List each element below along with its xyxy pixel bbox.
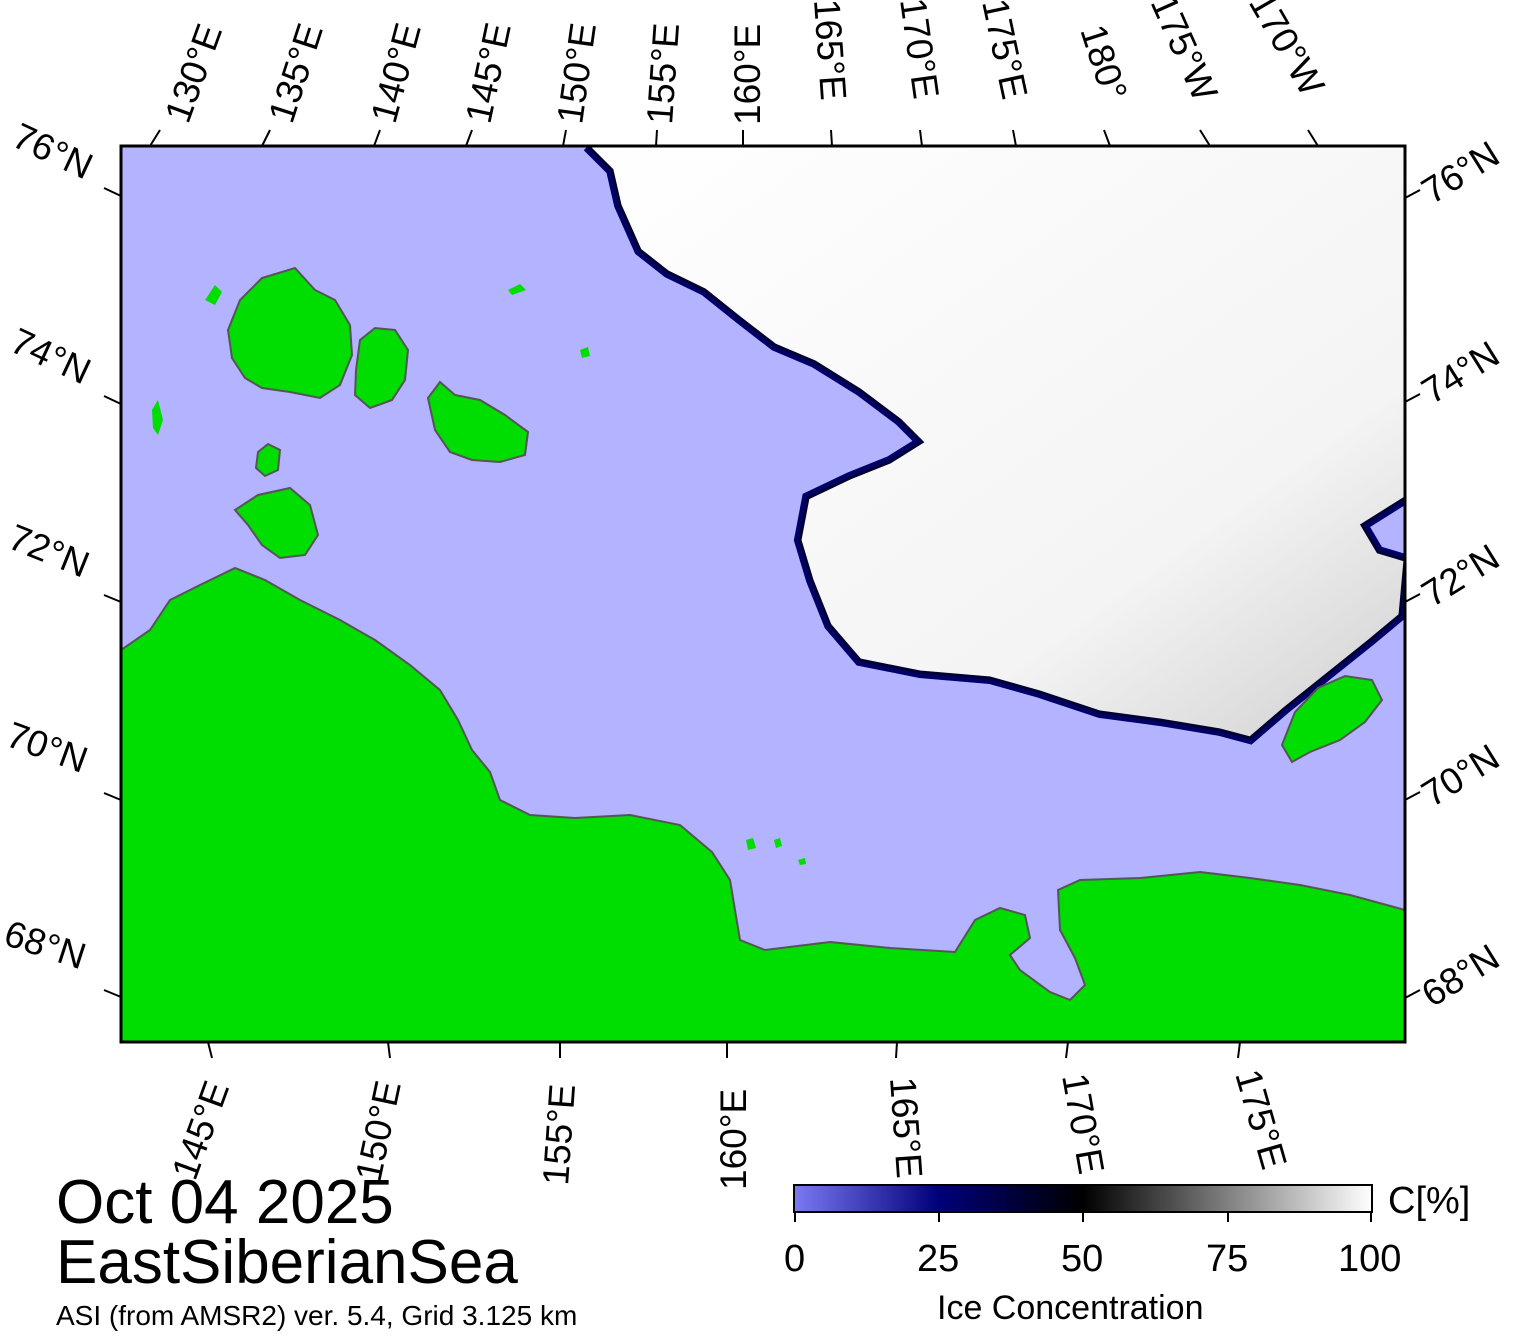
frame-tick [1404,393,1421,403]
left-lat-label: 72°N [3,516,95,585]
islet [205,285,222,305]
colorbar-tick-label: 25 [917,1238,960,1280]
bottom-lon-label: 175°E [1227,1065,1294,1174]
sea-ice-pack [585,146,1405,740]
frame-tick [387,1041,391,1059]
frame-tick [1307,129,1319,147]
top-lon-label: 170°W [1241,0,1332,103]
lyakhovsky-island [233,486,320,560]
top-lon-label: 175°E [974,0,1035,103]
top-lon-label: 165°E [806,0,854,102]
new-siberia-island [426,380,530,464]
colorbar-unit: C[%] [1388,1180,1471,1222]
right-lat-label: 74°N [1415,333,1507,412]
frame-ticks [103,129,1421,1059]
left-latitude-labels: 76°N 74°N 72°N 70°N 68°N [0,115,99,977]
left-lat-label: 70°N [1,714,93,781]
frame-tick [1199,129,1211,147]
top-lon-label: 155°E [639,22,687,126]
frame-tick [103,395,122,405]
frame-tick [261,129,271,147]
top-lon-label: 170°E [892,0,947,101]
frame-tick [1065,1041,1069,1059]
colorbar-title: Ice Concentration [937,1289,1204,1327]
top-lon-label: 140°E [363,19,429,127]
top-lon-label: 130°E [157,19,230,128]
colorbar-ticks [794,1212,1372,1222]
left-lat-label: 76°N [7,115,99,187]
frame-tick [562,129,567,147]
top-lon-label: 180° [1072,20,1135,105]
frame-tick [103,594,122,603]
frame-tick [655,129,658,147]
frame-tick [465,129,473,147]
faddeyevsky-island [353,326,410,410]
bottom-lon-label: 155°E [535,1083,583,1187]
frame-tick [1404,791,1421,801]
top-lon-label: 175°W [1143,0,1226,107]
frame-tick [895,1041,898,1059]
top-lon-label: 160°E [727,24,768,125]
kotelny-island [226,266,354,400]
frame-tick [207,1041,213,1059]
bottom-lon-label: 160°E [713,1089,754,1190]
islet [508,284,526,295]
region-title: EastSiberianSea [56,1228,518,1297]
frame-tick [103,989,122,998]
right-lat-label: 72°N [1415,536,1507,615]
top-lon-label: 135°E [261,19,331,128]
top-lon-label: 150°E [549,20,604,126]
frame-tick [1237,1041,1241,1059]
top-longitude-labels: 130°E 135°E 140°E 145°E 150°E 155°E 160°… [157,0,1332,128]
frame-tick [373,129,381,147]
left-lat-label: 74°N [5,320,97,392]
frame-tick [1404,593,1421,603]
top-lon-label: 145°E [458,19,519,127]
frame-tick [919,129,923,147]
right-latitude-labels: 76°N 74°N 72°N 70°N 68°N [1415,133,1507,1015]
frame-tick [1103,129,1111,147]
colorbar [793,1184,1373,1222]
bottom-lon-label: 170°E [1054,1070,1112,1177]
colorbar-tick-label: 75 [1206,1238,1249,1280]
date-title: Oct 04 2025 [56,1168,394,1237]
colorbar-tick-label: 50 [1061,1238,1104,1280]
islet [580,347,590,358]
source-note: ASI (from AMSR2) ver. 5.4, Grid 3.125 km [56,1300,578,1331]
right-lat-label: 76°N [1415,133,1507,212]
left-lat-label: 68°N [0,913,91,978]
frame-tick [103,792,122,801]
islet [152,400,163,435]
wrangel-island [1280,674,1384,764]
bottom-lon-label: 165°E [882,1076,930,1180]
frame-tick [830,129,833,147]
right-lat-label: 68°N [1415,936,1507,1015]
siberian-mainland [121,566,1405,1042]
colorbar-ramp [793,1184,1373,1213]
colorbar-tick-label: 100 [1338,1238,1402,1280]
frame-tick [1012,129,1017,147]
right-lat-label: 70°N [1415,736,1507,815]
map-frame [119,144,1407,1044]
colorbar-tick-label: 0 [784,1238,806,1280]
bear-islands [746,838,806,865]
frame-tick [1404,989,1421,999]
frame-tick [103,187,122,197]
small-lyakhovsky-island [254,442,282,478]
frame-tick [1404,189,1421,199]
frame-tick [149,129,161,147]
